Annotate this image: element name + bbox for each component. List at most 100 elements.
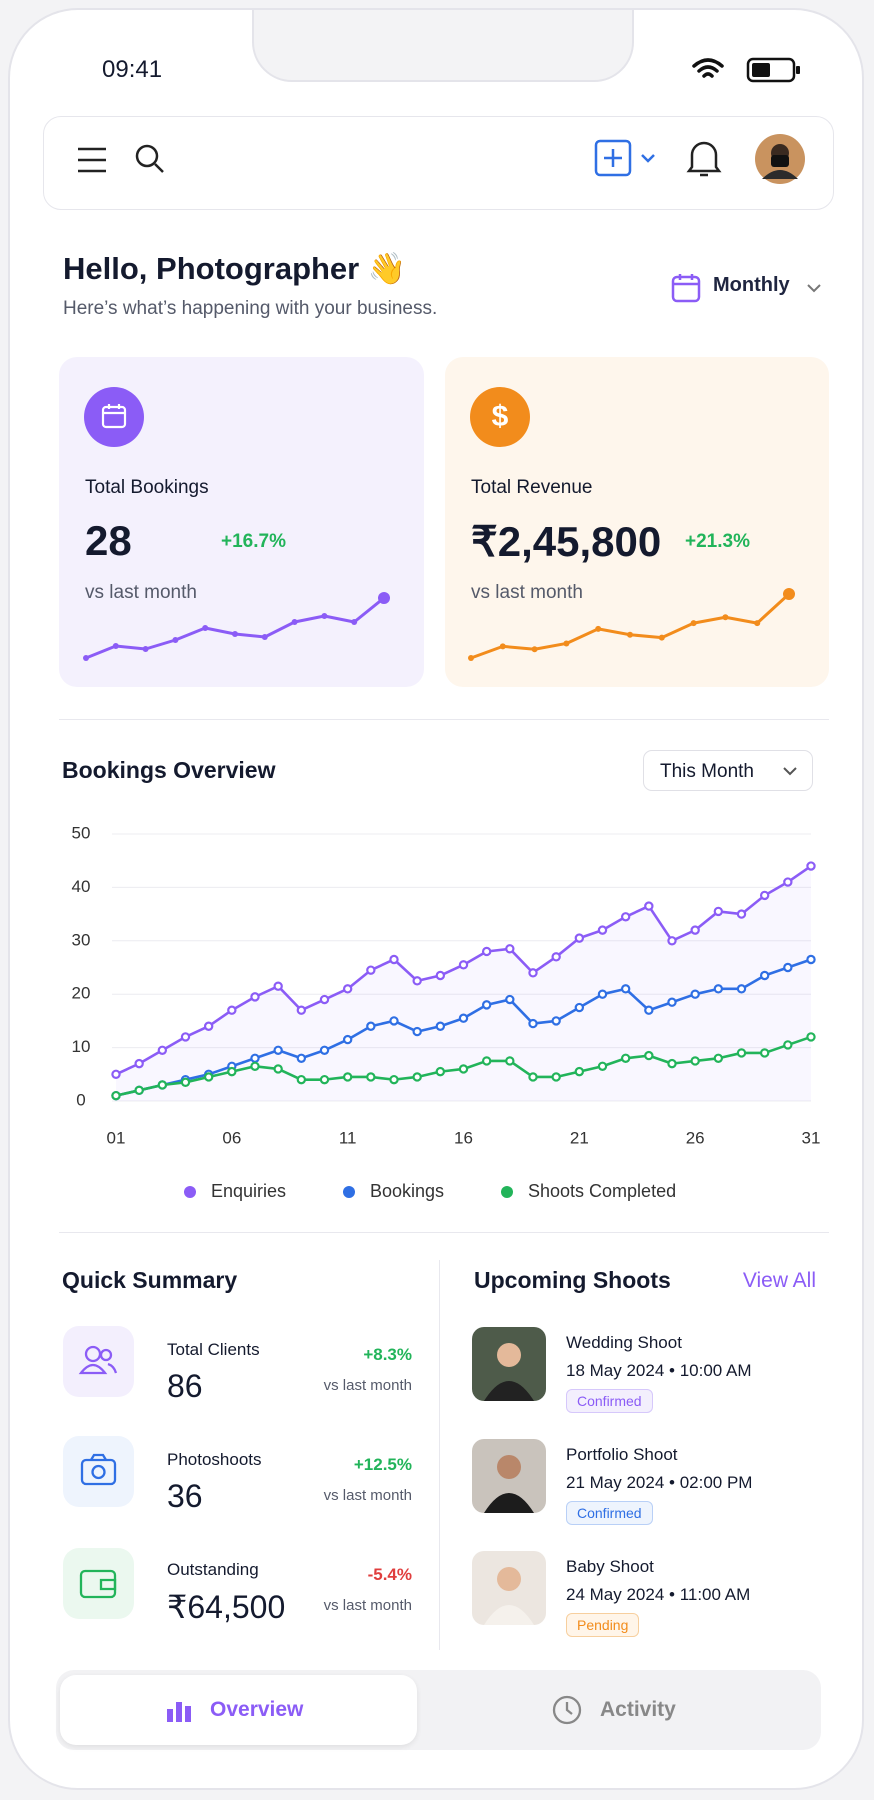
- data-point: [620, 1053, 631, 1063]
- series-line: [115, 1035, 812, 1097]
- data-point: [783, 877, 793, 887]
- data-point: [713, 984, 724, 994]
- data-point: [667, 936, 677, 946]
- data-point: [806, 954, 816, 965]
- y-tick-label: 10: [72, 1037, 91, 1056]
- stat-label: Total Revenue: [471, 477, 593, 498]
- notifications-button[interactable]: [684, 137, 724, 181]
- data-point: [528, 1018, 538, 1029]
- data-point: [319, 1074, 330, 1085]
- data-point: [412, 976, 422, 986]
- legend-marker: [184, 1186, 196, 1198]
- data-point: [458, 1013, 469, 1023]
- data-point: [227, 1061, 237, 1071]
- shoot-title: Baby Shoot: [566, 1557, 654, 1576]
- photo-art: [484, 1455, 534, 1513]
- tab-icon: [167, 1702, 191, 1722]
- phone-frame: 09:41 Hello, Photographer 👋 Here’s what’…: [8, 8, 864, 1790]
- greeting-title: Hello, Photographer 👋: [63, 251, 407, 286]
- status-icons: [692, 57, 800, 83]
- data-point: [134, 1085, 144, 1096]
- stat-value: 28: [85, 517, 132, 564]
- stat-change: +21.3%: [685, 531, 750, 552]
- tab[interactable]: Overview: [60, 1675, 417, 1745]
- shoot-status: Pending: [566, 1613, 640, 1637]
- data-point: [412, 1072, 422, 1082]
- calendar-icon: [671, 274, 701, 303]
- data-point: [366, 1072, 376, 1082]
- chart-filter[interactable]: This Month: [643, 750, 813, 791]
- data-point: [597, 989, 608, 999]
- data-point: [505, 1056, 515, 1066]
- chevron: [783, 767, 797, 776]
- shoot-photo: [472, 1327, 546, 1401]
- add-button[interactable]: [594, 139, 664, 179]
- data-point: [806, 861, 816, 871]
- data-point: [319, 1045, 330, 1055]
- data-point: [783, 1040, 793, 1050]
- divider: [59, 1232, 829, 1233]
- data-point: [458, 1064, 469, 1074]
- legend-label: Enquiries: [211, 1181, 286, 1201]
- data-point: [389, 1016, 399, 1026]
- x-tick-label: 26: [686, 1128, 705, 1147]
- x-tick-label: 06: [222, 1128, 241, 1147]
- x-tick-label: 21: [570, 1128, 589, 1147]
- data-point: [342, 1072, 353, 1082]
- y-tick-label: 0: [76, 1090, 85, 1109]
- x-tick-label: 01: [107, 1128, 126, 1147]
- x-tick-label: 31: [802, 1128, 821, 1147]
- data-point: [342, 1034, 353, 1045]
- tab-bar: Overview Activity: [56, 1670, 821, 1750]
- data-point: [342, 984, 353, 994]
- divider: [59, 719, 829, 720]
- summary-change: -5.4%: [367, 1565, 412, 1584]
- data-point: [180, 1077, 191, 1088]
- data-point: [366, 1021, 376, 1031]
- shoot-date: 24 May 2024 • 11:00 AM: [566, 1585, 751, 1604]
- summary-title: Quick Summary: [62, 1267, 238, 1293]
- data-point: [690, 925, 700, 935]
- data-point: [667, 997, 677, 1007]
- data-point: [296, 1053, 307, 1063]
- data-point: [644, 1005, 654, 1015]
- legend-marker: [501, 1186, 513, 1198]
- data-point: [111, 1090, 121, 1101]
- data-point: [389, 1074, 399, 1085]
- data-point: [273, 981, 283, 991]
- stat-card: Total Bookings 28 +16.7% vs last month: [59, 357, 424, 687]
- summary-value: ₹64,500: [167, 1589, 286, 1625]
- shoot-date: 21 May 2024 • 02:00 PM: [566, 1473, 753, 1492]
- view-all-link[interactable]: View All: [742, 1269, 816, 1292]
- tab-label[interactable]: Activity: [600, 1698, 676, 1721]
- data-point: [412, 1026, 422, 1037]
- data-point: [505, 994, 515, 1005]
- data-point: [134, 1058, 144, 1069]
- data-point: [644, 901, 654, 911]
- shoot-photo: [472, 1551, 546, 1625]
- summary-label: Total Clients: [167, 1340, 260, 1359]
- data-point: [250, 1061, 260, 1071]
- y-tick-label: 20: [72, 984, 91, 1003]
- avatar[interactable]: [754, 133, 806, 185]
- search-button[interactable]: [134, 143, 168, 177]
- data-point: [505, 944, 515, 954]
- data-point: [157, 1045, 168, 1055]
- shoot-status: Confirmed: [566, 1389, 653, 1413]
- summary-value: 86: [167, 1368, 203, 1404]
- y-tick-label: 40: [72, 877, 91, 896]
- stat-icon: [84, 387, 144, 447]
- summary-note: vs last month: [323, 1377, 412, 1394]
- summary-label: Photoshoots: [167, 1450, 262, 1469]
- data-point: [528, 1072, 538, 1082]
- shoot-title: Wedding Shoot: [566, 1333, 682, 1352]
- data-point: [296, 1074, 307, 1085]
- data-point: [620, 912, 631, 922]
- x-tick-label: 16: [454, 1128, 473, 1147]
- stat-card: $ Total Revenue ₹2,45,800 +21.3% vs last…: [445, 357, 829, 687]
- data-point: [134, 1085, 144, 1096]
- top-bar: [43, 116, 834, 210]
- data-point: [366, 965, 376, 975]
- period-selector[interactable]: Monthly: [713, 274, 790, 296]
- menu-button[interactable]: [76, 145, 116, 179]
